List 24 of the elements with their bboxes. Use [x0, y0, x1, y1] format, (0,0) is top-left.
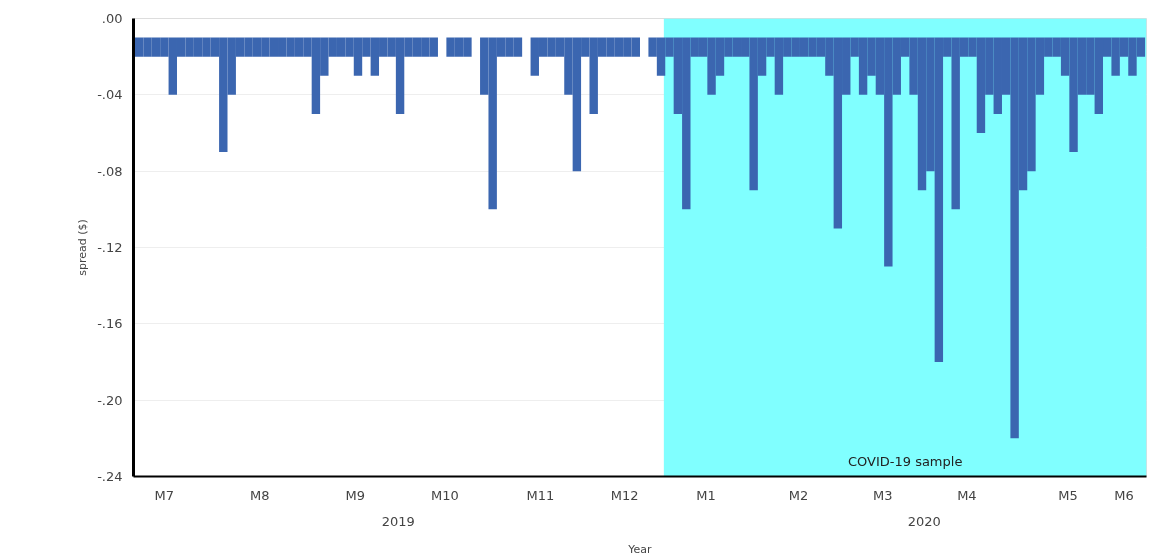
text: 2020 — [907, 513, 941, 529]
band-label: COVID-19 sample — [847, 453, 963, 469]
x-tick-label: M3 — [872, 487, 893, 503]
x-tick-label: M1 — [696, 487, 716, 503]
x-tick-label: M5 — [1058, 487, 1078, 503]
x-tick-label: M12 — [610, 487, 639, 503]
y-tick-label: -.08 — [97, 163, 123, 179]
y-tick-label: -.16 — [97, 316, 123, 332]
x-tick-label: M7 — [154, 487, 175, 503]
x-tick-label: M2 — [788, 487, 809, 503]
text: 2019 — [381, 513, 415, 529]
x-tick-label: M4 — [957, 487, 977, 503]
y-tick-label: -.24 — [97, 469, 123, 484]
y-axis-title: spread ($) — [76, 219, 90, 276]
x-tick-label: M11 — [526, 487, 555, 503]
x-axis-title: Year — [627, 542, 653, 556]
x-tick-label: M10 — [431, 487, 459, 503]
y-tick-label: .00 — [101, 11, 123, 26]
x-tick-label: M6 — [1114, 487, 1134, 503]
y-tick-label: -.04 — [97, 87, 123, 103]
x-tick-label: M9 — [345, 487, 365, 503]
y-tick-label: -.20 — [97, 392, 123, 408]
x-tick-label: M8 — [250, 487, 270, 503]
y-tick-label: -.12 — [97, 240, 123, 255]
